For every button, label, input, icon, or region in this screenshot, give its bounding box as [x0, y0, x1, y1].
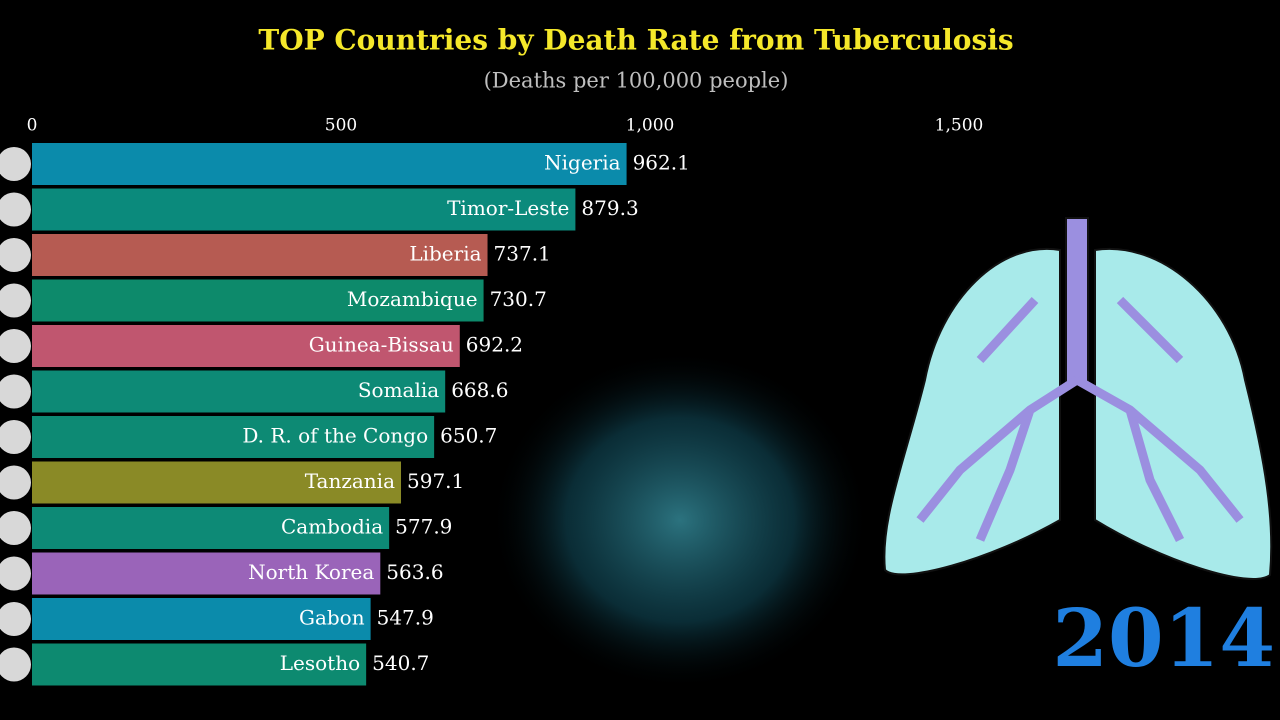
value-label: 737.1 [494, 242, 551, 266]
bar [32, 325, 460, 367]
bar [32, 598, 371, 640]
category-label: Timor-Leste [447, 196, 569, 220]
lungs-illustration [883, 217, 1273, 580]
value-label: 650.7 [440, 424, 497, 448]
bar [32, 461, 402, 504]
category-label: Guinea-Bissau [309, 333, 454, 357]
category-label: Nigeria [544, 151, 620, 175]
category-label: North Korea [248, 560, 374, 584]
flag-icon [0, 602, 31, 636]
category-label: Liberia [409, 242, 481, 266]
flag-icon [0, 374, 31, 409]
bar [32, 552, 381, 595]
flag-icon [0, 647, 31, 682]
flag-icon [0, 192, 31, 227]
flag-icon [0, 556, 31, 591]
flag-icon [0, 511, 31, 545]
category-label: Mozambique [347, 287, 478, 311]
bar [32, 188, 576, 231]
flag-icon [0, 238, 31, 272]
value-label: 563.6 [386, 560, 443, 584]
category-label: Gabon [299, 606, 365, 630]
bar [32, 143, 627, 185]
value-label: 668.6 [451, 378, 508, 402]
bar [32, 279, 484, 322]
value-label: 540.7 [372, 651, 429, 675]
category-label: D. R. of the Congo [242, 424, 428, 448]
x-tick-label: 0 [27, 116, 38, 136]
value-label: 692.2 [466, 333, 523, 357]
value-label: 597.1 [407, 469, 464, 493]
chart-subtitle: (Deaths per 100,000 people) [484, 69, 789, 93]
value-label: 577.9 [395, 515, 452, 539]
category-label: Somalia [358, 378, 439, 402]
x-tick-label: 500 [325, 116, 357, 136]
category-label: Cambodia [281, 515, 383, 539]
value-label: 547.9 [377, 606, 434, 630]
value-label: 962.1 [633, 151, 690, 175]
category-label: Tanzania [305, 469, 395, 493]
bar [32, 507, 390, 549]
category-label: Lesotho [280, 651, 360, 675]
value-label: 879.3 [581, 196, 638, 220]
flag-icon [0, 147, 31, 181]
bar [32, 416, 435, 458]
x-tick-label: 1,500 [935, 116, 984, 136]
flag-icon [0, 465, 31, 500]
chart-title: TOP Countries by Death Rate from Tubercu… [258, 24, 1013, 57]
bar [32, 643, 367, 686]
value-label: 730.7 [490, 287, 547, 311]
flag-icon [0, 283, 31, 318]
year-label: 2014 [1052, 591, 1275, 685]
particle-cloud [490, 350, 870, 690]
flag-icon [0, 420, 31, 454]
x-tick-label: 1,000 [626, 116, 675, 136]
bar [32, 370, 446, 413]
bar [32, 234, 488, 276]
flag-icon [0, 329, 31, 363]
